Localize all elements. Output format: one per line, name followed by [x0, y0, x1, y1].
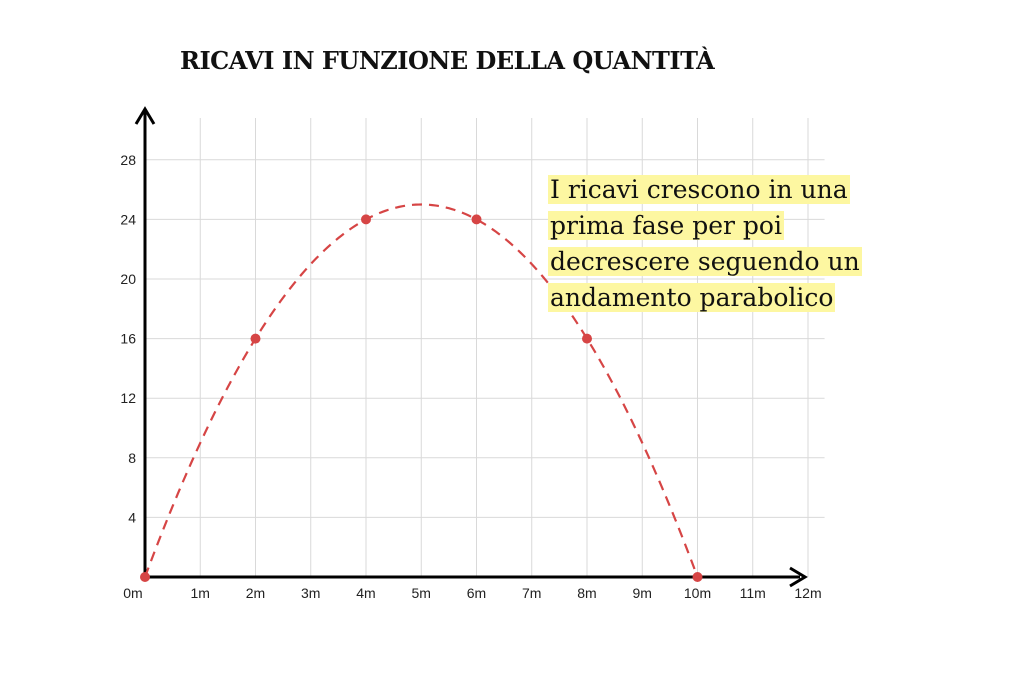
data-point — [140, 572, 150, 582]
annotation-text: I ricavi crescono in una prima fase per … — [548, 175, 862, 312]
y-tick-label: 4 — [128, 509, 136, 525]
y-axis-arrow — [134, 106, 156, 125]
data-point — [471, 214, 482, 225]
chart-annotation: I ricavi crescono in una prima fase per … — [548, 172, 878, 316]
x-tick-label: 3m — [301, 585, 320, 601]
x-axis-arrow — [789, 566, 808, 588]
data-point — [361, 214, 371, 225]
x-tick-label: 1m — [191, 585, 210, 601]
data-point — [692, 572, 703, 582]
x-tick-label: 10m — [684, 585, 711, 601]
series-line — [143, 203, 699, 578]
x-tick-label: 11m — [740, 585, 766, 601]
x-tick-label: 0m — [123, 585, 142, 601]
y-tick-labels: 4 8 12 16 20 24 28 — [120, 152, 136, 526]
y-tick-label: 8 — [128, 450, 136, 466]
y-tick-label: 16 — [120, 331, 136, 347]
x-tick-label: 8m — [577, 585, 596, 601]
y-tick-label: 28 — [120, 152, 136, 168]
series-curve — [143, 203, 699, 578]
y-tick-label: 12 — [120, 390, 136, 406]
chart-axes — [134, 106, 808, 588]
x-tick-label: 12m — [794, 585, 821, 601]
data-point — [250, 333, 261, 344]
y-tick-label: 24 — [120, 211, 136, 227]
y-tick-label: 20 — [120, 271, 136, 287]
x-tick-label: 6m — [467, 585, 486, 601]
data-point — [582, 333, 592, 344]
x-tick-label: 5m — [412, 585, 431, 601]
x-tick-label: 4m — [356, 585, 375, 601]
chart-title: RICAVI IN FUNZIONE DELLA QUANTITÀ — [180, 46, 715, 75]
data-points — [140, 214, 703, 582]
x-tick-label: 7m — [522, 585, 541, 601]
x-tick-label: 9m — [633, 585, 652, 601]
x-tick-label: 2m — [246, 585, 265, 601]
x-tick-labels: 0m 1m 2m 3m 4m 5m 6m 7m 8m 9m 10m 11m 12m — [123, 585, 821, 601]
